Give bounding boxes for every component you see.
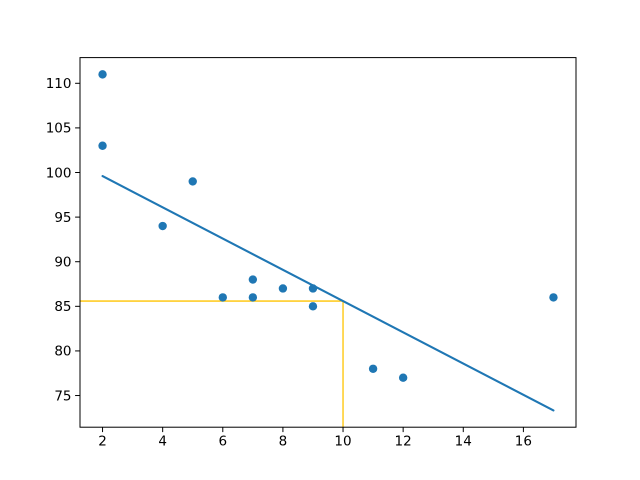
y-tick-label: 80 [54,344,71,360]
scatter-point [218,293,227,302]
x-tick-label: 16 [515,434,532,450]
scatter-point [98,70,107,79]
y-tick-label: 90 [54,255,71,271]
y-tick-label: 85 [54,299,71,315]
scatter-point [549,293,558,302]
scatter-point [368,364,378,373]
scatter-point [188,177,197,186]
y-tick-label: 105 [46,121,72,137]
x-tick-label: 12 [395,434,412,450]
regression-line [101,175,555,412]
x-tick-label: 8 [279,434,288,450]
scatter-point [308,284,318,293]
scatter-point [248,293,258,302]
y-tick-label: 75 [54,388,71,404]
plot-area-border [79,57,577,428]
x-tick-label: 2 [98,434,107,450]
scatter-point [98,141,107,150]
x-tick-label: 4 [158,434,167,450]
x-tick-label: 6 [218,434,227,450]
scatter-point [158,221,167,231]
scatter-point [248,275,258,284]
y-tick-label: 100 [46,165,72,181]
scatter-point [278,284,288,293]
y-tick-label: 110 [46,76,72,92]
x-tick-label: 10 [334,434,351,450]
y-tick-label: 95 [54,210,71,226]
x-tick-label: 14 [455,434,472,450]
scatter-point [308,302,318,311]
scatter-point [398,373,408,382]
